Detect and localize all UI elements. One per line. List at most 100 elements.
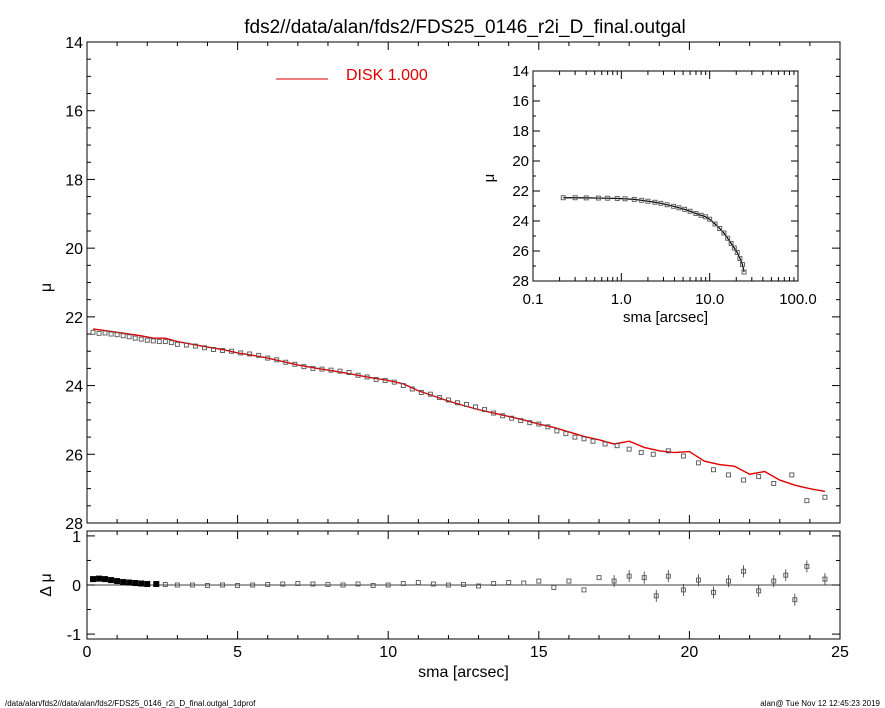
x-tick-label: 25 bbox=[831, 644, 849, 661]
data-point bbox=[373, 376, 379, 382]
data-point bbox=[614, 443, 620, 449]
inset-y-tick-label: 16 bbox=[512, 93, 529, 110]
data-point bbox=[120, 333, 126, 339]
residual-point bbox=[325, 582, 331, 587]
data-point bbox=[650, 451, 656, 457]
data-point bbox=[771, 481, 777, 486]
inset-data-point bbox=[664, 202, 670, 208]
inset-data-point bbox=[737, 256, 743, 261]
inset-data-point bbox=[712, 221, 718, 227]
data-point bbox=[156, 339, 162, 345]
inset-y-tick-label: 24 bbox=[512, 213, 529, 230]
residual-point bbox=[506, 580, 512, 585]
residual-point bbox=[235, 583, 241, 588]
residual-point bbox=[711, 589, 716, 595]
residual-point bbox=[536, 578, 542, 584]
inset-y-tick-label: 26 bbox=[512, 243, 529, 260]
residual-point bbox=[280, 581, 286, 587]
inset-data-point bbox=[658, 200, 664, 206]
inset-data-point bbox=[717, 226, 723, 231]
data-point bbox=[590, 438, 596, 444]
inset-data-point bbox=[652, 199, 658, 205]
inset-x-tick-label: 100.0 bbox=[779, 291, 817, 308]
main-y-tick-label: 26 bbox=[65, 447, 83, 464]
data-point bbox=[310, 365, 316, 371]
data-point bbox=[274, 357, 280, 363]
residual-point bbox=[476, 583, 482, 589]
data-point bbox=[581, 436, 587, 442]
inset-data-point bbox=[572, 195, 578, 201]
data-point bbox=[138, 336, 144, 342]
residual-point bbox=[189, 582, 195, 588]
residual-point bbox=[415, 580, 421, 585]
data-point bbox=[482, 407, 488, 413]
residual-point bbox=[220, 582, 225, 588]
residual-point bbox=[626, 573, 632, 579]
residual-point bbox=[430, 581, 436, 587]
inset-x-axis-label: sma [arcsec] bbox=[623, 309, 708, 326]
inset-data-point bbox=[631, 196, 637, 202]
data-point bbox=[220, 348, 225, 353]
data-point bbox=[554, 428, 560, 434]
data-point bbox=[418, 389, 424, 395]
inset-data-point bbox=[707, 216, 713, 222]
data-point bbox=[162, 339, 168, 345]
residual-point bbox=[445, 582, 451, 588]
inset-x-tick-label: 1.0 bbox=[611, 291, 632, 308]
inset-profile-line bbox=[563, 197, 745, 273]
residual-point bbox=[370, 583, 376, 588]
data-point bbox=[301, 364, 307, 370]
data-point bbox=[132, 335, 138, 341]
residual-point bbox=[153, 581, 160, 588]
residual-point bbox=[726, 578, 732, 584]
residual-point bbox=[138, 580, 145, 587]
residual-point bbox=[771, 578, 777, 584]
data-point bbox=[283, 359, 289, 365]
data-point bbox=[563, 431, 569, 437]
data-point bbox=[391, 379, 397, 385]
residual-point bbox=[521, 580, 527, 586]
inset-y-tick-label: 28 bbox=[512, 273, 529, 290]
footer-timestamp: alan@ Tue Nov 12 12:45:23 2019 bbox=[760, 699, 880, 708]
data-point bbox=[114, 332, 120, 338]
x-tick-label: 5 bbox=[233, 644, 242, 661]
data-point bbox=[192, 343, 198, 349]
inset-y-axis-label: μ bbox=[481, 174, 498, 183]
inset-data-point bbox=[595, 195, 601, 201]
inset-data-point bbox=[614, 196, 620, 201]
inset-data-point bbox=[721, 230, 727, 236]
residual-point bbox=[804, 563, 810, 569]
residual-point bbox=[250, 582, 256, 588]
data-point bbox=[572, 434, 578, 440]
data-point bbox=[545, 424, 551, 430]
main-y-tick-label: 28 bbox=[65, 516, 83, 533]
data-point bbox=[527, 420, 533, 426]
data-point bbox=[126, 334, 132, 340]
data-point bbox=[756, 474, 762, 480]
inset-data-point bbox=[622, 196, 628, 202]
data-point bbox=[536, 421, 542, 427]
residual-point bbox=[653, 593, 659, 599]
residual-point bbox=[491, 581, 497, 586]
residual-point bbox=[741, 568, 747, 574]
residual-point bbox=[695, 577, 701, 583]
data-point bbox=[741, 477, 747, 483]
residual-point bbox=[205, 583, 210, 588]
data-point bbox=[96, 330, 102, 336]
data-point bbox=[822, 494, 828, 500]
inset-data-point bbox=[560, 195, 566, 201]
residual-point bbox=[355, 581, 361, 587]
main-y-tick-label: 20 bbox=[65, 241, 83, 258]
inset-data-point bbox=[583, 195, 589, 201]
residual-point bbox=[126, 579, 133, 586]
disk-model-line bbox=[92, 328, 826, 493]
main-y-tick-label: 16 bbox=[65, 104, 83, 121]
residual-point bbox=[665, 573, 671, 579]
inset-data-point bbox=[676, 205, 682, 211]
data-point bbox=[346, 370, 352, 375]
inset-data-point bbox=[693, 211, 699, 216]
data-point bbox=[355, 372, 361, 378]
residual-point bbox=[756, 588, 762, 594]
inset-data-point bbox=[731, 245, 737, 251]
residual-point bbox=[641, 575, 647, 581]
